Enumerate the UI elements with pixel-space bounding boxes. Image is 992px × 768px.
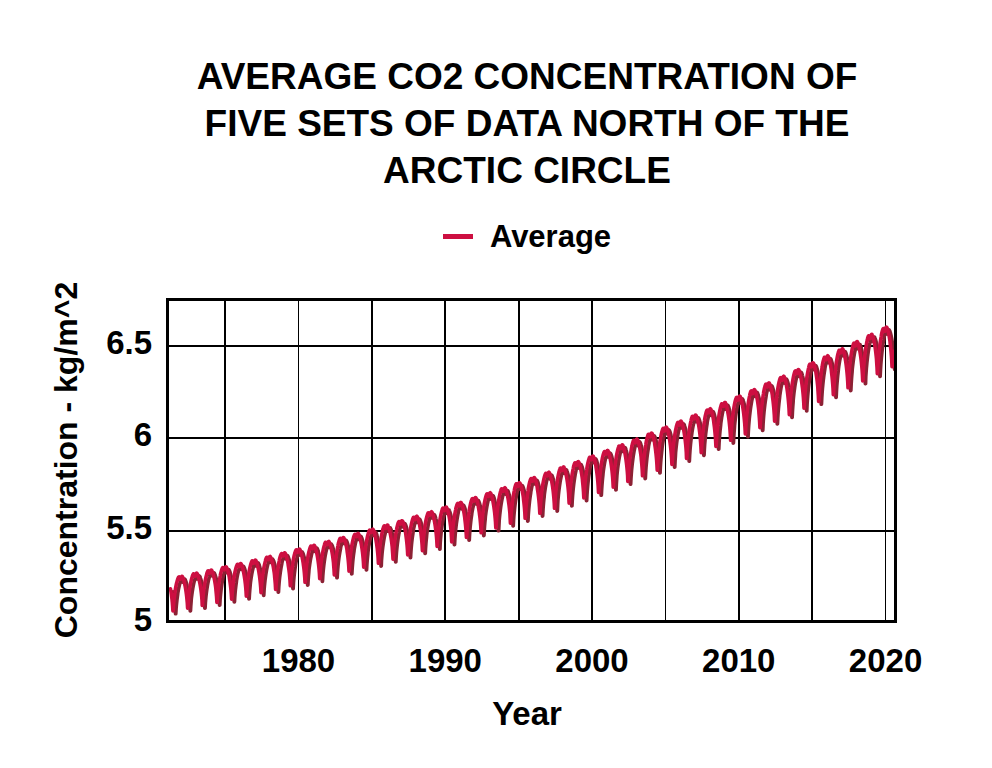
legend-line-swatch xyxy=(443,234,473,239)
chart-title-line-1: AVERAGE CO2 CONCENTRATION OF xyxy=(62,53,992,100)
chart-title: AVERAGE CO2 CONCENTRATION OF FIVE SETS O… xyxy=(62,53,992,194)
x-tick-label: 1980 xyxy=(239,644,359,677)
co2-line-shadow xyxy=(173,330,896,614)
x-tick-label: 2010 xyxy=(679,644,799,677)
x-tick-label: 2020 xyxy=(826,644,946,677)
legend-label: Average xyxy=(490,221,611,252)
y-tick-label: 6 xyxy=(20,418,152,451)
plot-area xyxy=(166,298,897,623)
x-tick-label: 1990 xyxy=(385,644,505,677)
co2-line xyxy=(171,327,894,611)
chart-title-line-2: FIVE SETS OF DATA NORTH OF THE xyxy=(62,100,992,147)
x-axis-label: Year xyxy=(62,697,992,730)
chart-title-line-3: ARCTIC CIRCLE xyxy=(62,147,992,194)
y-tick-label: 5 xyxy=(20,603,152,636)
legend: Average xyxy=(62,220,992,252)
x-tick-label: 2000 xyxy=(532,644,652,677)
y-tick-label: 5.5 xyxy=(20,511,152,544)
y-tick-label: 6.5 xyxy=(20,326,152,359)
